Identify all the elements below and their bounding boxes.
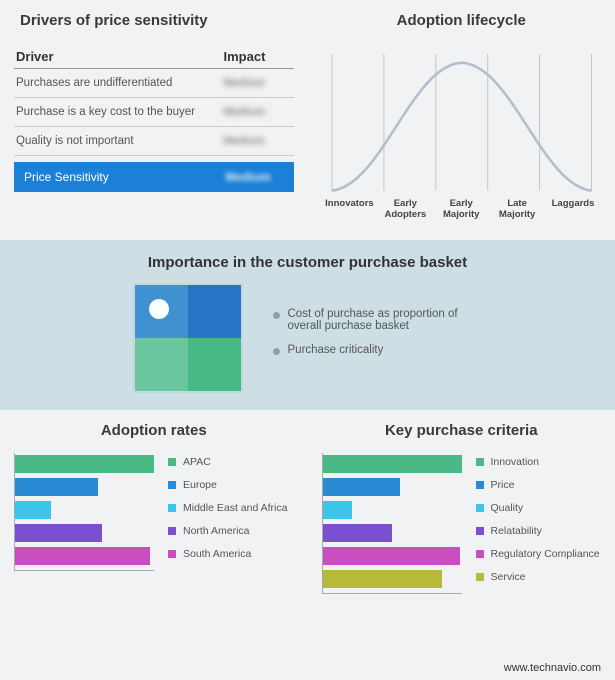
driver-row: Quality is not importantMedium [14,127,294,156]
legend-item: Middle East and Africa [168,499,287,517]
legend-item: Europe [168,476,287,494]
lifecycle-stage-label: Late Majority [489,199,545,221]
criteria-chart: Innovation Price Quality Relatability Regula… [322,453,602,594]
summary-label: Price Sensitivity [24,170,226,184]
legend-item: Service [476,568,600,586]
lifecycle-stage-label: Early Majority [433,199,489,221]
driver-impact: Medium [224,106,292,118]
criteria-title: Key purchase criteria [322,422,602,439]
bar [323,501,353,519]
bar [323,524,393,542]
lifecycle-stage-label: Early Adopters [377,199,433,221]
bar [15,547,150,565]
driver-impact: Medium [224,77,292,89]
basket-legend-item: Cost of purchase as proportion of overal… [273,308,483,332]
basket-panel: Importance in the customer purchase bask… [0,240,615,410]
bar [15,478,98,496]
driver-row: Purchase is a key cost to the buyerMediu… [14,98,294,127]
bar [15,524,102,542]
basket-title: Importance in the customer purchase bask… [16,254,599,271]
legend-item: Regulatory Compliance [476,545,600,563]
bar [15,501,51,519]
driver-impact: Medium [224,135,292,147]
driver-label: Purchases are undifferentiated [16,77,224,89]
basket-position-dot [149,299,169,319]
legend-item: North America [168,522,287,540]
driver-label: Quality is not important [16,135,224,147]
lifecycle-panel: Adoption lifecycle InnovatorsEarly Adopt… [308,0,615,240]
criteria-panel: Key purchase criteria Innovation Price Qua… [308,410,615,650]
lifecycle-stage-label: Innovators [322,199,378,221]
drivers-table-header: Driver Impact [14,43,294,69]
basket-quadrant [133,283,243,393]
price-sensitivity-summary: Price Sensitivity Medium [14,162,294,192]
adoption-title: Adoption rates [14,422,294,439]
bar [15,455,154,473]
lifecycle-chart: InnovatorsEarly AdoptersEarly MajorityLa… [322,43,602,218]
basket-legend: Cost of purchase as proportion of overal… [273,308,483,368]
legend-item: South America [168,545,287,563]
legend-item: Price [476,476,600,494]
bar [323,455,462,473]
summary-value: Medium [226,170,284,184]
bar [323,570,442,588]
drivers-title: Drivers of price sensitivity [14,12,294,29]
bar [323,547,460,565]
footer-attribution: www.technavio.com [504,662,601,674]
driver-label: Purchase is a key cost to the buyer [16,106,224,118]
col-impact: Impact [224,49,292,64]
lifecycle-stage-label: Laggards [545,199,601,221]
legend-item: Quality [476,499,600,517]
legend-item: Relatability [476,522,600,540]
col-driver: Driver [16,49,224,64]
bar [323,478,400,496]
adoption-panel: Adoption rates APAC Europe Middle East and… [0,410,308,650]
adoption-chart: APAC Europe Middle East and Africa North Am… [14,453,294,571]
basket-legend-item: Purchase criticality [273,344,483,356]
driver-row: Purchases are undifferentiatedMedium [14,69,294,98]
legend-item: APAC [168,453,287,471]
drivers-table: Driver Impact Purchases are undifferenti… [14,43,294,192]
legend-item: Innovation [476,453,600,471]
lifecycle-title: Adoption lifecycle [322,12,602,29]
drivers-panel: Drivers of price sensitivity Driver Impa… [0,0,308,240]
